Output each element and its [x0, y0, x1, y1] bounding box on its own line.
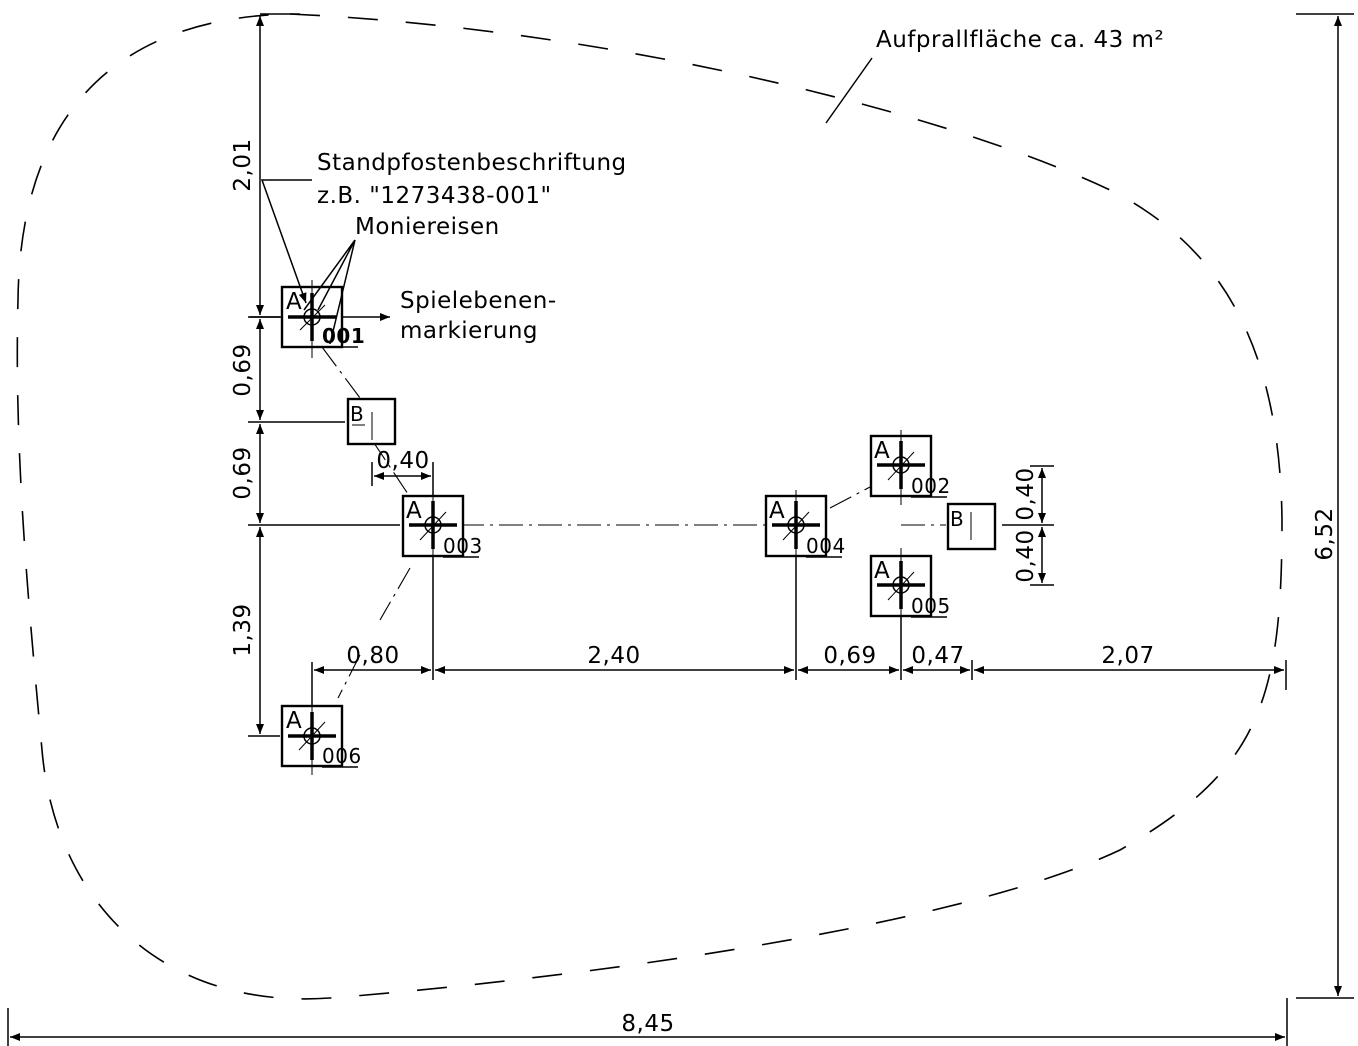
post-label-annotation: Standpfostenbeschriftung z.B. "1273438-0…: [260, 150, 627, 304]
impact-area-leader: [825, 57, 873, 124]
centre-lines: [250, 313, 946, 699]
dim-h-2-07: 2,07: [1101, 643, 1154, 669]
post-number-004: 004: [806, 534, 846, 558]
post-type-003: A: [406, 498, 422, 524]
total-width-value: 8,45: [621, 1011, 674, 1037]
dim-h-0-69: 0,69: [823, 643, 876, 669]
post-003: A 003: [401, 490, 483, 565]
post-type-001: A: [286, 289, 302, 315]
dim-v-2-01: 2,01: [230, 138, 256, 191]
dim-r-0-40-bottom: 0,40: [1013, 529, 1039, 582]
post-type-004: A: [769, 498, 785, 524]
dim-v-1-39: 1,39: [230, 603, 256, 656]
post-001: A 001: [280, 280, 365, 358]
total-height-dimension: 6,52: [1296, 13, 1354, 999]
post-number-002: 002: [911, 474, 951, 498]
b-marker-2-label: B: [950, 507, 964, 531]
dim-b-0-40: 0,40: [376, 448, 429, 474]
horizontal-dimensions: 0,80 2,40 0,69 0,47 2,07: [311, 550, 1287, 740]
b-marker-1: B: [346, 397, 397, 446]
dim-r-0-40-top: 0,40: [1013, 467, 1039, 520]
total-width-dimension: 8,45: [7, 998, 1288, 1046]
rebar-label: Moniereisen: [355, 214, 500, 240]
dim-v-0-69-a: 0,69: [230, 343, 256, 396]
play-level-line2: markierung: [400, 318, 538, 344]
dim-h-2-40: 2,40: [587, 643, 640, 669]
dim-v-0-69-b: 0,69: [230, 446, 256, 499]
dim-h-0-47: 0,47: [911, 643, 964, 669]
post-type-005: A: [874, 558, 890, 584]
post-label-example: z.B. "1273438-001": [317, 183, 552, 209]
post-number-001: 001: [322, 324, 365, 348]
play-level-annotation: Spielebenen- markierung: [400, 288, 557, 344]
post-004: A 004: [764, 490, 846, 565]
post-number-006: 006: [322, 744, 362, 768]
post-005: A 005: [869, 548, 951, 628]
rebar-annotation: Moniereisen: [303, 214, 500, 345]
post-006: A 006: [280, 700, 362, 775]
b-offset-dimension: 0,40: [371, 448, 434, 495]
post-label-title: Standpfostenbeschriftung: [317, 150, 627, 176]
impact-area-outline: [16, 13, 1283, 1000]
post-number-003: 003: [443, 534, 483, 558]
left-vertical-dimensions: 2,01 0,69 0,69 1,39: [230, 13, 400, 737]
impact-area-label: Aufprallfläche ca. 43 m²: [876, 27, 1164, 53]
post-type-006: A: [286, 708, 302, 734]
total-height-value: 6,52: [1312, 507, 1338, 560]
post-002: A 002: [869, 430, 951, 505]
post-number-005: 005: [911, 594, 951, 618]
play-level-line1: Spielebenen-: [400, 288, 557, 314]
right-small-dimensions: 0,40 0,40: [1002, 465, 1054, 586]
post-type-002: A: [874, 438, 890, 464]
b-marker-2: B: [946, 502, 997, 551]
b-marker-1-label: B: [350, 402, 364, 426]
